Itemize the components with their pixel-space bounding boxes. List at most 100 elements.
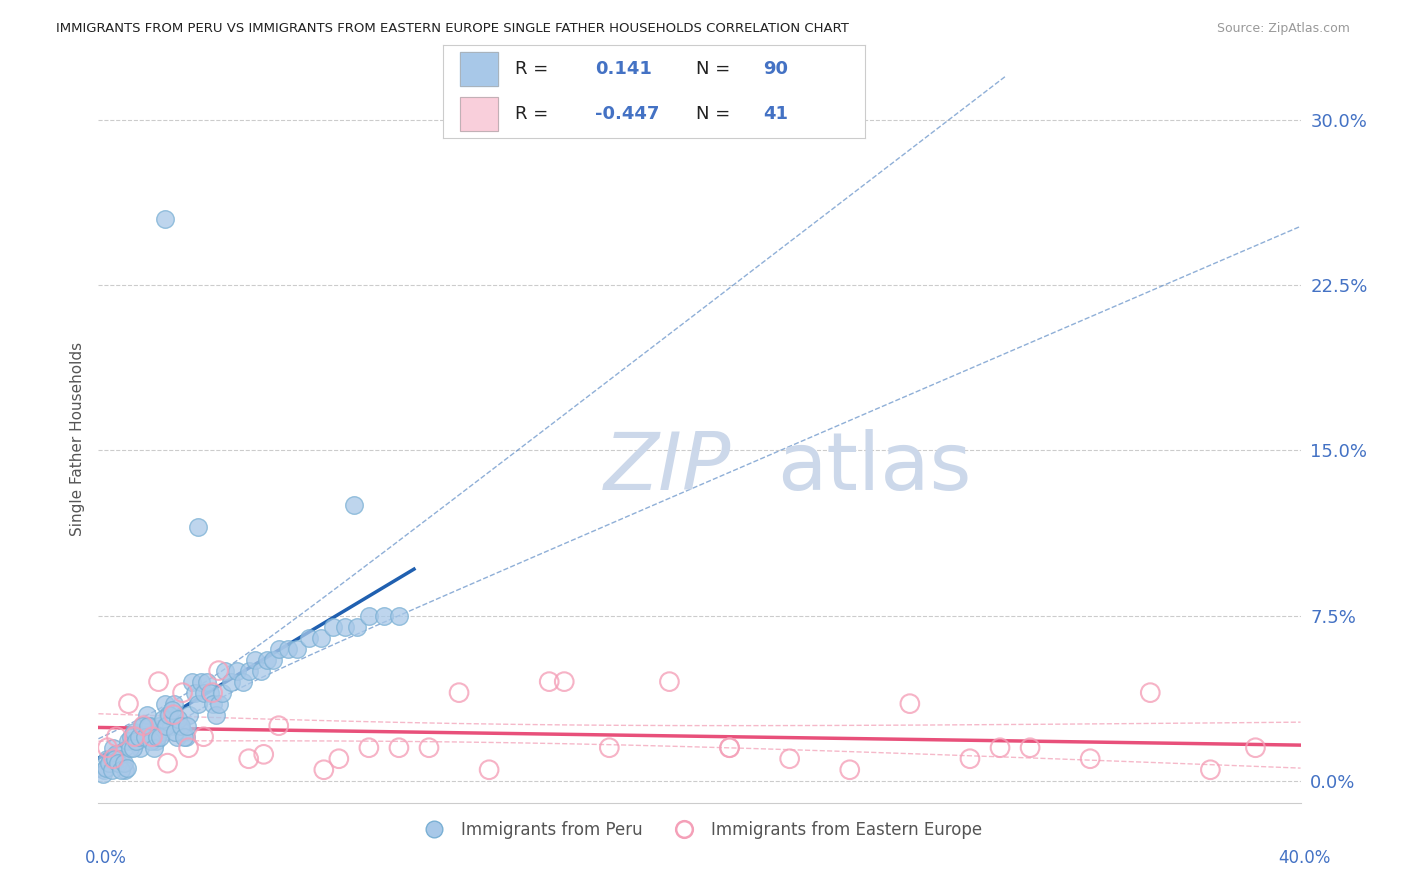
Point xyxy=(346,619,368,633)
Point xyxy=(132,719,155,733)
Point xyxy=(238,664,260,678)
Point xyxy=(124,725,146,739)
Point xyxy=(312,763,335,777)
Point xyxy=(208,697,231,711)
Point xyxy=(779,752,801,766)
Text: R =: R = xyxy=(515,105,548,123)
Point xyxy=(538,674,561,689)
Text: IMMIGRANTS FROM PERU VS IMMIGRANTS FROM EASTERN EUROPE SINGLE FATHER HOUSEHOLDS : IMMIGRANTS FROM PERU VS IMMIGRANTS FROM … xyxy=(56,22,849,36)
Point xyxy=(93,763,115,777)
Point xyxy=(211,686,233,700)
Bar xyxy=(460,97,498,131)
Point xyxy=(193,686,215,700)
Point xyxy=(141,730,163,744)
Point xyxy=(103,752,125,766)
Point xyxy=(201,697,224,711)
Point xyxy=(148,674,170,689)
Point xyxy=(238,752,260,766)
Point xyxy=(136,719,159,733)
Point xyxy=(124,730,146,744)
Point xyxy=(447,686,470,700)
Text: 90: 90 xyxy=(763,60,789,78)
Point xyxy=(105,747,128,762)
Point xyxy=(134,730,156,744)
Point xyxy=(172,686,194,700)
Text: R =: R = xyxy=(515,60,548,78)
Point xyxy=(193,730,215,744)
Point xyxy=(187,520,209,534)
Point xyxy=(108,752,131,766)
Point xyxy=(138,719,160,733)
Text: 40.0%: 40.0% xyxy=(1278,849,1331,867)
Point xyxy=(343,499,366,513)
Point xyxy=(132,719,155,733)
Point xyxy=(201,686,224,700)
Point xyxy=(159,719,181,733)
Point xyxy=(718,740,741,755)
Point xyxy=(225,664,247,678)
Point xyxy=(115,760,138,774)
Text: Source: ZipAtlas.com: Source: ZipAtlas.com xyxy=(1216,22,1350,36)
Point xyxy=(96,752,118,766)
Point xyxy=(959,752,981,766)
Point xyxy=(373,608,395,623)
Point xyxy=(183,686,205,700)
Point xyxy=(131,719,153,733)
Point xyxy=(208,664,231,678)
Point xyxy=(117,734,139,748)
Point xyxy=(103,740,125,755)
Text: 0.141: 0.141 xyxy=(595,60,651,78)
Point xyxy=(96,740,118,755)
Point xyxy=(145,734,167,748)
Point xyxy=(328,752,350,766)
Point xyxy=(156,756,179,771)
Point xyxy=(176,719,198,733)
Text: 0.0%: 0.0% xyxy=(84,849,127,867)
Point xyxy=(117,697,139,711)
Point xyxy=(128,730,150,744)
Point xyxy=(285,641,308,656)
Point xyxy=(152,712,174,726)
Point xyxy=(139,734,162,748)
Point xyxy=(309,631,332,645)
Point xyxy=(111,756,134,771)
Point xyxy=(1019,740,1042,755)
Point xyxy=(267,641,290,656)
Point xyxy=(190,674,212,689)
Point xyxy=(478,763,501,777)
Point xyxy=(125,734,148,748)
Point xyxy=(155,719,177,733)
Point xyxy=(173,730,195,744)
Point xyxy=(195,674,218,689)
Point xyxy=(149,730,172,744)
Point xyxy=(167,712,190,726)
Point xyxy=(174,730,197,744)
Point xyxy=(1139,686,1161,700)
Point xyxy=(267,719,290,733)
Point xyxy=(898,697,921,711)
Point xyxy=(105,730,128,744)
Bar xyxy=(460,97,498,131)
Point xyxy=(658,674,681,689)
Point xyxy=(104,752,127,766)
Point xyxy=(177,740,200,755)
Text: N =: N = xyxy=(696,105,730,123)
Point xyxy=(153,212,176,227)
Point xyxy=(988,740,1011,755)
Point xyxy=(156,707,179,722)
Point xyxy=(187,697,209,711)
Point xyxy=(101,763,124,777)
Point xyxy=(418,740,440,755)
Point xyxy=(256,652,278,666)
Legend: Immigrants from Peru, Immigrants from Eastern Europe: Immigrants from Peru, Immigrants from Ea… xyxy=(411,814,988,846)
Point xyxy=(357,608,380,623)
Point xyxy=(160,703,183,717)
Point xyxy=(148,719,170,733)
Text: ZIP: ZIP xyxy=(603,429,731,508)
Point xyxy=(333,619,356,633)
Point xyxy=(204,707,226,722)
Point xyxy=(357,740,380,755)
Point xyxy=(157,707,180,722)
Point xyxy=(298,631,321,645)
Point xyxy=(232,674,254,689)
